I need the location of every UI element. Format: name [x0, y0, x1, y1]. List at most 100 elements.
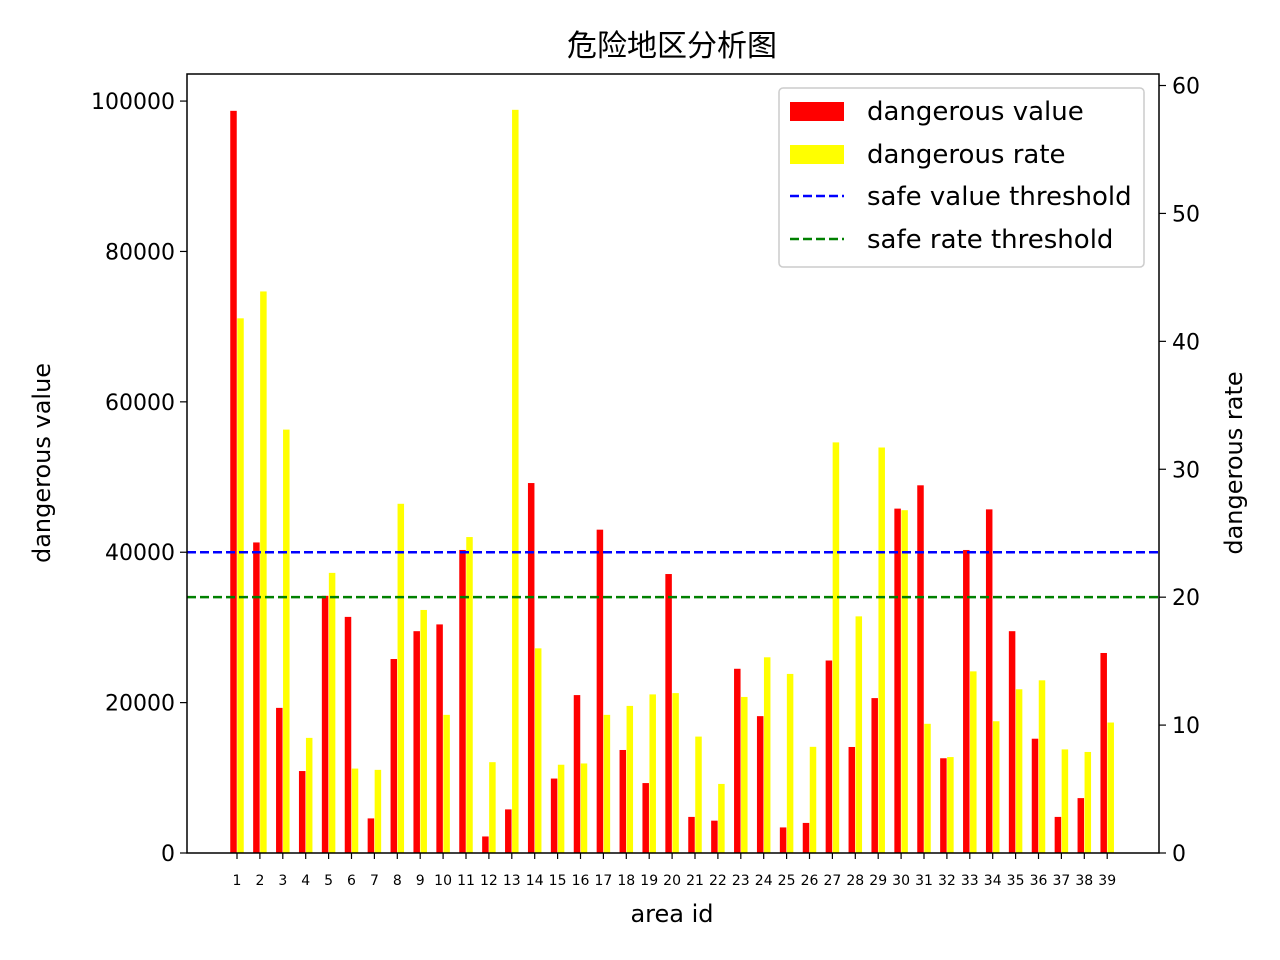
x-tick-label: 29: [869, 873, 887, 889]
value-bar-16: [573, 695, 581, 853]
left-y-axis-label: dangerous value: [28, 363, 56, 563]
x-tick-label: 39: [1098, 873, 1116, 889]
rate-bar-35: [1015, 689, 1023, 853]
value-bar-17: [596, 529, 604, 853]
value-bar-33: [963, 549, 970, 853]
value-bar-1: [230, 110, 237, 854]
right-y-tick-label: 60: [1172, 75, 1200, 100]
rate-bar-4: [305, 737, 313, 853]
value-bar-39: [1100, 652, 1107, 853]
legend-safe-value-threshold-label: safe value threshold: [867, 182, 1132, 212]
legend: dangerous value dangerous rate safe value …: [778, 87, 1145, 268]
rate-bar-37: [1061, 749, 1069, 853]
value-bar-28: [848, 746, 856, 853]
x-tick-label: 27: [823, 873, 841, 889]
legend-dangerous-value-label: dangerous value: [867, 97, 1084, 127]
rate-bar-30: [901, 510, 908, 853]
rate-bar-10: [443, 714, 450, 853]
x-tick-label: 3: [278, 873, 287, 889]
value-bar-22: [711, 820, 718, 853]
right-y-axis-ticks: 0 10 20 30 40 50 60: [1159, 75, 1200, 867]
value-bar-37: [1054, 816, 1062, 853]
right-y-axis-label: dangerous rate: [1220, 371, 1248, 554]
legend-box: [778, 87, 1145, 268]
value-bar-25: [779, 827, 787, 853]
value-bar-4: [298, 771, 306, 853]
rate-bar-8: [397, 503, 405, 853]
value-bar-11: [459, 549, 466, 853]
rate-bar-36: [1038, 680, 1046, 853]
rate-bar-39: [1107, 722, 1114, 853]
x-tick-label: 14: [526, 873, 544, 889]
right-y-tick-label: 50: [1172, 202, 1200, 227]
x-tick-label: 19: [640, 873, 658, 889]
bars-layer: [230, 109, 1114, 854]
left-y-tick-label: 40000: [105, 541, 175, 566]
left-y-tick-label: 100000: [91, 90, 175, 115]
x-tick-label: 24: [755, 873, 773, 889]
x-tick-label: 28: [846, 873, 864, 889]
x-tick-label: 20: [663, 873, 681, 889]
rate-bar-32: [947, 757, 954, 853]
x-tick-label: 15: [549, 873, 567, 889]
x-axis-label: area id: [630, 900, 713, 928]
x-tick-label: 16: [572, 873, 590, 889]
rate-bar-11: [466, 537, 473, 853]
value-bar-15: [550, 778, 558, 853]
legend-dangerous-rate-label: dangerous rate: [867, 140, 1066, 170]
rate-bar-15: [557, 764, 565, 853]
right-y-tick-label: 20: [1172, 586, 1200, 611]
x-tick-label: 2: [255, 873, 264, 889]
x-tick-label: 1: [233, 873, 242, 889]
x-tick-label: 5: [324, 873, 333, 889]
legend-safe-rate-threshold-label: safe rate threshold: [867, 225, 1113, 255]
value-bar-38: [1077, 798, 1085, 853]
x-tick-label: 4: [301, 873, 310, 889]
rate-bar-31: [924, 723, 931, 853]
x-tick-label: 33: [961, 873, 979, 889]
value-bar-5: [321, 595, 329, 853]
rate-bar-2: [260, 291, 267, 853]
value-bar-20: [665, 574, 672, 853]
x-tick-label: 7: [370, 873, 379, 889]
rate-bar-14: [534, 648, 542, 853]
value-bar-6: [344, 616, 352, 853]
x-tick-label: 9: [416, 873, 425, 889]
rate-bar-22: [718, 783, 725, 853]
x-tick-label: 22: [709, 873, 727, 889]
left-y-tick-label: 20000: [105, 692, 175, 717]
left-y-axis-ticks: 0 20000 40000 60000 80000 100000: [91, 90, 187, 867]
rate-bar-20: [672, 693, 679, 853]
value-bar-9: [413, 631, 420, 853]
value-bar-8: [390, 659, 398, 853]
rate-bar-3: [283, 429, 290, 853]
rate-bar-24: [763, 657, 771, 853]
rate-bar-38: [1084, 751, 1092, 853]
x-tick-label: 31: [915, 873, 933, 889]
x-tick-label: 23: [732, 873, 750, 889]
x-tick-label: 34: [984, 873, 1002, 889]
plot-frame: [186, 73, 1160, 854]
left-y-tick-label: 80000: [105, 240, 175, 265]
right-y-tick-label: 10: [1172, 714, 1200, 739]
x-tick-label: 35: [1007, 873, 1025, 889]
x-tick-label: 6: [347, 873, 356, 889]
x-tick-label: 32: [938, 873, 956, 889]
x-tick-label: 13: [503, 873, 521, 889]
right-y-tick-label: 0: [1172, 842, 1186, 867]
right-y-tick-label: 40: [1172, 330, 1200, 355]
value-bar-13: [505, 809, 512, 853]
chart-title: 危险地区分析图: [567, 29, 777, 64]
rate-bar-5: [328, 572, 336, 853]
rate-bar-34: [992, 721, 1000, 853]
x-tick-label: 25: [778, 873, 796, 889]
value-bar-31: [917, 485, 924, 853]
rate-bar-25: [786, 673, 794, 853]
rate-bar-18: [626, 705, 634, 853]
value-bar-35: [1008, 631, 1016, 853]
rate-bar-21: [695, 736, 702, 853]
value-bar-24: [756, 716, 764, 853]
x-tick-label: 36: [1030, 873, 1048, 889]
x-tick-label: 30: [892, 873, 910, 889]
